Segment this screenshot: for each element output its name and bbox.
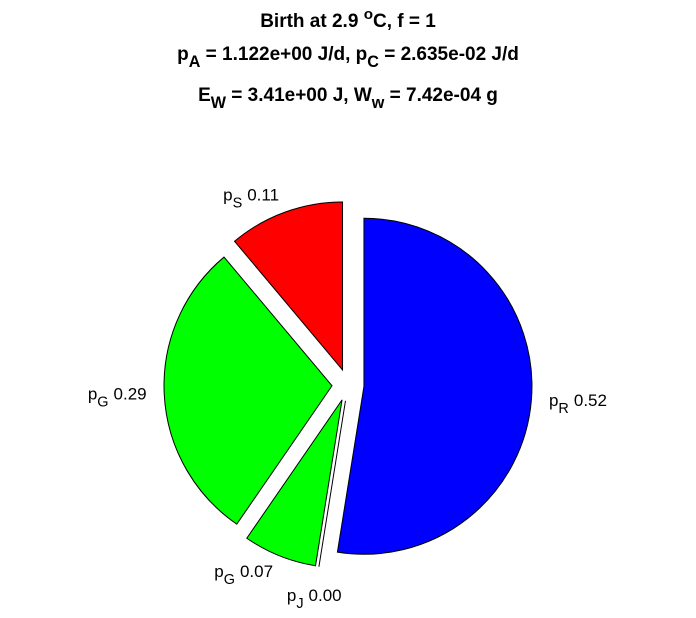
text-part: C, f = 1 [373, 11, 436, 32]
value-label: 0.52 [574, 391, 607, 410]
text-part: E [198, 85, 211, 106]
subscript: G [224, 572, 235, 588]
text-part: p [223, 186, 232, 205]
chart-title: EW = 3.41e+00 J, Ww = 7.42e-04 g [198, 85, 498, 112]
chart-title: pA = 1.122e+00 J/d, pC = 2.635e-02 J/d [177, 44, 519, 71]
subscript: S [233, 196, 243, 212]
value-label: 0.29 [114, 385, 147, 404]
chart-title: Birth at 2.9 oC, f = 1 [260, 6, 436, 32]
text-part: = 3.41e+00 J, W [226, 85, 372, 106]
value-label: 0.11 [247, 186, 279, 205]
slice-label: pG 0.29 [88, 385, 147, 411]
pie-slice [336, 217, 533, 555]
pie-slice [246, 399, 343, 567]
text-part: p [88, 385, 97, 404]
text-part: = 7.42e-04 g [384, 85, 498, 106]
subscript: G [97, 395, 108, 411]
value-label: 0.00 [309, 586, 342, 605]
text-part: p [287, 586, 296, 605]
slice-label: pS 0.11 [223, 186, 279, 212]
slice-label: pG 0.07 [214, 562, 273, 588]
slice-label: pR 0.52 [549, 391, 607, 417]
subscript: w [371, 94, 385, 112]
text-part: p [214, 562, 223, 581]
subscript: W [211, 94, 227, 112]
slice-label: pJ 0.00 [287, 586, 342, 612]
superscript: o [364, 6, 373, 23]
value-label: 0.07 [240, 562, 273, 581]
subscript: C [367, 53, 379, 71]
subscript: R [558, 401, 568, 417]
text-part: p [549, 391, 558, 410]
pie-slice [163, 256, 333, 525]
subscript: J [296, 596, 303, 612]
text-part: Birth at 2.9 [260, 11, 363, 32]
text-part: = 1.122e+00 J/d, p [200, 44, 367, 65]
text-part: p [177, 44, 189, 65]
subscript: A [189, 53, 201, 71]
text-part: = 2.635e-02 J/d [379, 44, 519, 65]
pie-slice [233, 201, 344, 372]
